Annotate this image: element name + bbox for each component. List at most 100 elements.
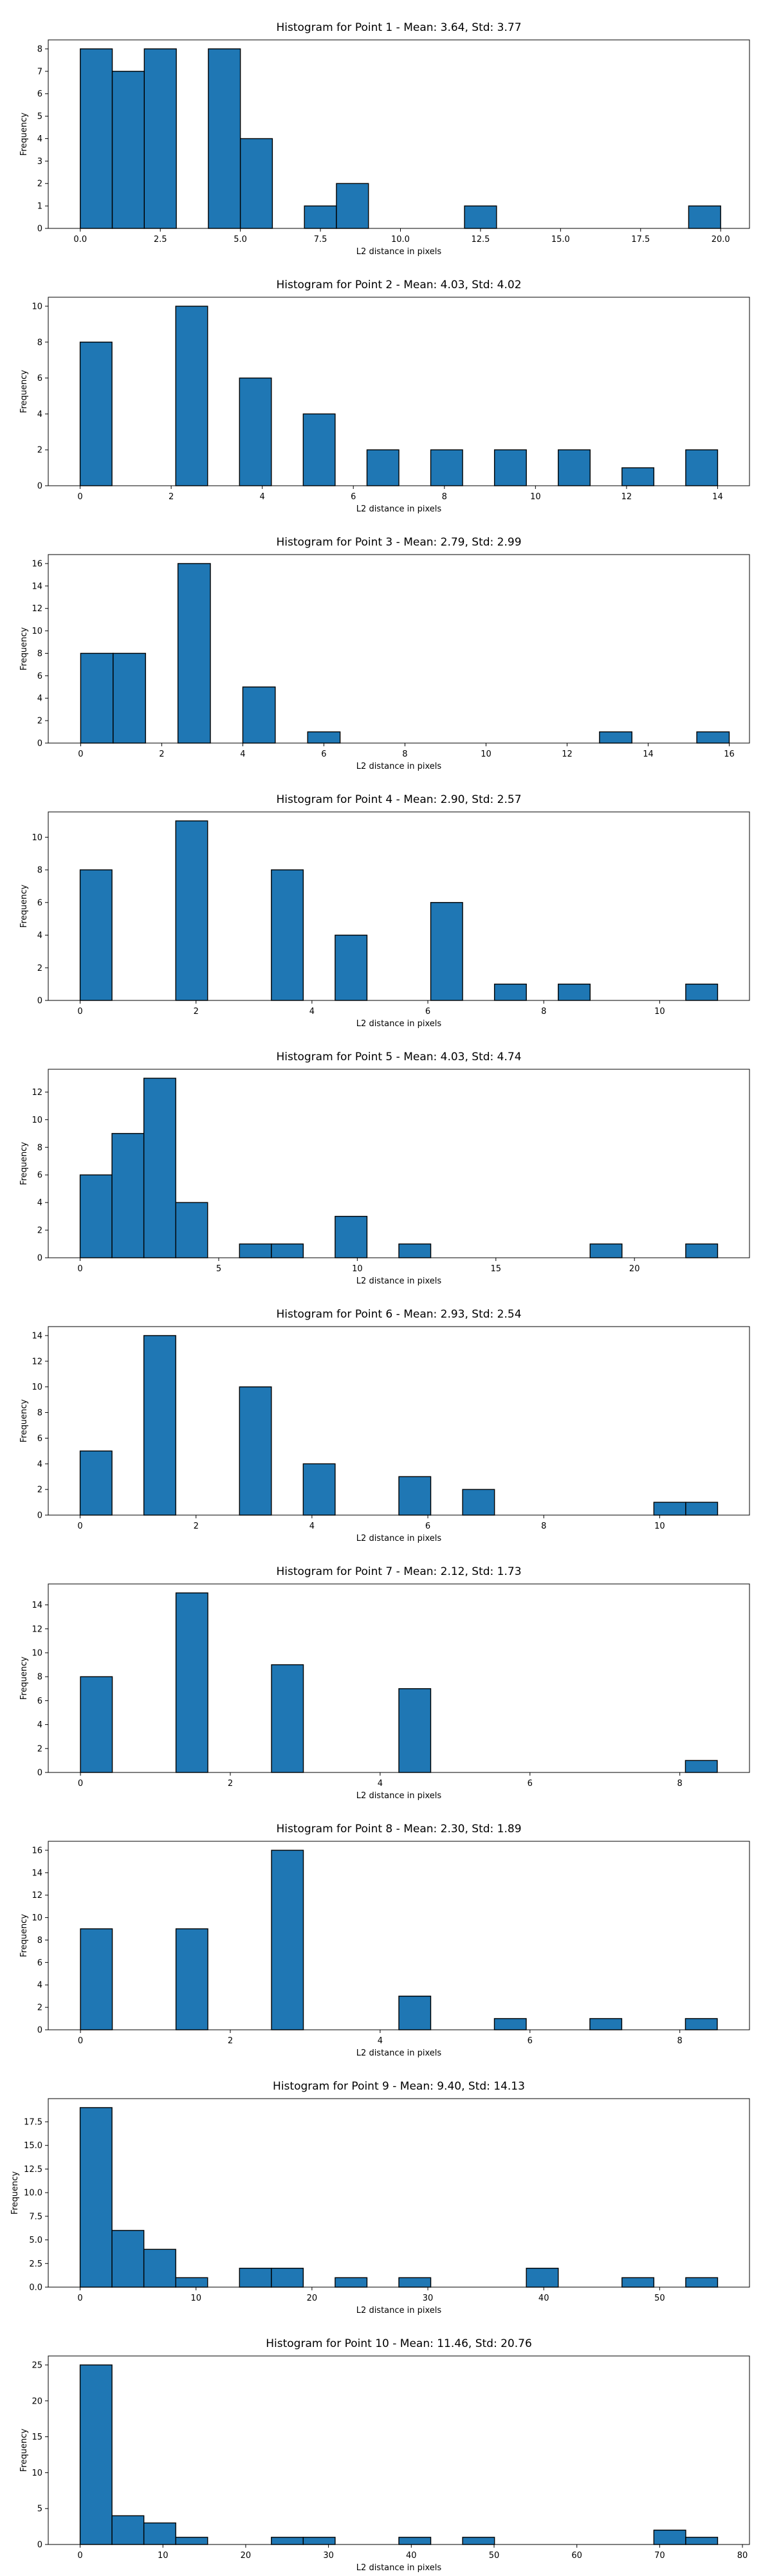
- y-tick-label: 17.5: [24, 2117, 42, 2127]
- histogram-bar: [271, 1664, 304, 1773]
- histogram-bar: [111, 1133, 145, 1258]
- histogram-bar: [307, 731, 341, 744]
- x-axis-label: L2 distance in pixels: [356, 247, 442, 257]
- x-tick-label: 0.0: [73, 235, 87, 244]
- y-tick-label: 0: [37, 482, 42, 492]
- histogram-bar: [653, 1502, 686, 1516]
- x-tick-label: 50: [489, 2551, 500, 2561]
- x-tick-label: 4: [309, 1007, 315, 1017]
- y-tick-label: 4: [37, 1460, 42, 1469]
- y-tick-label: 4: [37, 694, 42, 704]
- histogram-bar: [175, 2537, 208, 2545]
- x-tick-label: 80: [737, 2551, 748, 2561]
- x-tick-label: 4: [260, 492, 265, 502]
- y-tick-label: 10.0: [24, 2189, 42, 2198]
- histogram-bar: [111, 2230, 145, 2288]
- x-tick-label: 10: [654, 1522, 665, 1531]
- y-axis-label: Frequency: [19, 627, 29, 670]
- histogram-bar: [526, 2267, 559, 2288]
- x-tick-label: 8: [541, 1522, 546, 1531]
- x-tick-label: 2: [228, 2036, 233, 2046]
- x-tick-label: 60: [571, 2551, 582, 2561]
- axes-frame: [48, 2355, 750, 2545]
- x-tick-label: 4: [378, 2036, 383, 2046]
- histogram-bar: [80, 1928, 113, 2030]
- histogram-bar: [621, 2277, 655, 2288]
- histogram-panel-3: Histogram for Point 3 - Mean: 2.79, Std:…: [19, 536, 750, 771]
- chart-title: Histogram for Point 8 - Mean: 2.30, Std:…: [276, 1823, 521, 1835]
- x-tick-label: 4: [240, 750, 245, 759]
- histogram-bar: [79, 869, 113, 1001]
- y-tick-label: 0: [37, 1769, 42, 1778]
- axes-frame: [48, 554, 750, 744]
- axes-frame: [48, 297, 750, 486]
- x-tick-label: 0: [77, 2294, 82, 2303]
- y-tick-label: 6: [37, 374, 42, 383]
- y-tick-label: 7: [37, 67, 42, 77]
- histogram-panel-5: Histogram for Point 5 - Mean: 4.03, Std:…: [19, 1051, 750, 1286]
- histogram-bar: [398, 2537, 432, 2545]
- y-tick-label: 10: [32, 1913, 42, 1923]
- histogram-bar: [335, 934, 368, 1001]
- x-tick-label: 20: [241, 2551, 252, 2561]
- histogram-bar: [685, 2537, 719, 2545]
- histogram-bar: [143, 2522, 176, 2545]
- histogram-bar: [239, 138, 273, 229]
- y-tick-label: 12: [32, 1624, 42, 1634]
- y-tick-label: 20: [32, 2397, 42, 2406]
- y-axis-label: Frequency: [19, 1142, 29, 1185]
- axes-frame: [48, 1841, 750, 2030]
- y-tick-label: 6: [37, 89, 42, 99]
- histogram-bar: [464, 205, 497, 229]
- histogram-bar: [304, 205, 337, 229]
- y-tick-label: 12.5: [24, 2165, 42, 2175]
- histogram-bar: [80, 48, 113, 229]
- y-tick-label: 0: [37, 997, 42, 1006]
- x-tick-label: 0: [77, 2551, 82, 2561]
- x-tick-label: 6: [425, 1007, 430, 1017]
- x-tick-label: 12: [562, 750, 573, 759]
- x-tick-label: 0: [78, 1779, 83, 1789]
- histogram-panel-7: Histogram for Point 7 - Mean: 2.12, Std:…: [19, 1565, 750, 1801]
- x-tick-label: 0: [77, 1007, 82, 1017]
- y-tick-label: 16: [32, 1846, 42, 1855]
- x-tick-label: 0: [77, 492, 82, 502]
- y-tick-label: 6: [37, 1697, 42, 1706]
- x-tick-label: 10: [530, 492, 541, 502]
- histogram-bar: [685, 1760, 718, 1773]
- histogram-bar: [175, 2277, 208, 2288]
- y-tick-label: 8: [37, 1143, 42, 1153]
- histogram-bar: [239, 1386, 272, 1516]
- y-tick-label: 6: [37, 898, 42, 908]
- histogram-bar: [398, 1243, 432, 1258]
- histogram-bar: [143, 1335, 176, 1516]
- histogram-bar: [271, 1243, 304, 1258]
- chart-title: Histogram for Point 1 - Mean: 3.64, Std:…: [276, 21, 521, 34]
- x-tick-label: 12.5: [471, 235, 490, 244]
- histogram-bar: [398, 1995, 432, 2030]
- y-tick-label: 0.0: [29, 2283, 42, 2293]
- chart-title: Histogram for Point 7 - Mean: 2.12, Std:…: [276, 1565, 521, 1578]
- y-tick-label: 5.0: [29, 2236, 42, 2245]
- histogram-bar: [336, 183, 369, 229]
- x-tick-label: 4: [309, 1522, 315, 1531]
- x-axis-label: L2 distance in pixels: [356, 1019, 442, 1029]
- chart-title: Histogram for Point 9 - Mean: 9.40, Std:…: [273, 2080, 525, 2093]
- histogram-bar: [558, 983, 591, 1001]
- y-tick-label: 8: [37, 1408, 42, 1418]
- y-tick-label: 2: [37, 717, 42, 726]
- x-tick-label: 14: [712, 492, 723, 502]
- y-tick-label: 2: [37, 1744, 42, 1754]
- x-axis-label: L2 distance in pixels: [356, 762, 442, 771]
- y-tick-label: 2: [37, 446, 42, 455]
- y-tick-label: 12: [32, 604, 42, 614]
- histogram-bar: [80, 652, 114, 744]
- y-tick-label: 0: [37, 2541, 42, 2550]
- histogram-bar: [302, 2537, 336, 2545]
- histogram-bar: [239, 2267, 272, 2288]
- x-tick-label: 10: [352, 1264, 363, 1274]
- histogram-bar: [653, 2529, 686, 2545]
- x-tick-label: 5.0: [234, 235, 247, 244]
- histogram-panel-4: Histogram for Point 4 - Mean: 2.90, Std:…: [19, 793, 750, 1029]
